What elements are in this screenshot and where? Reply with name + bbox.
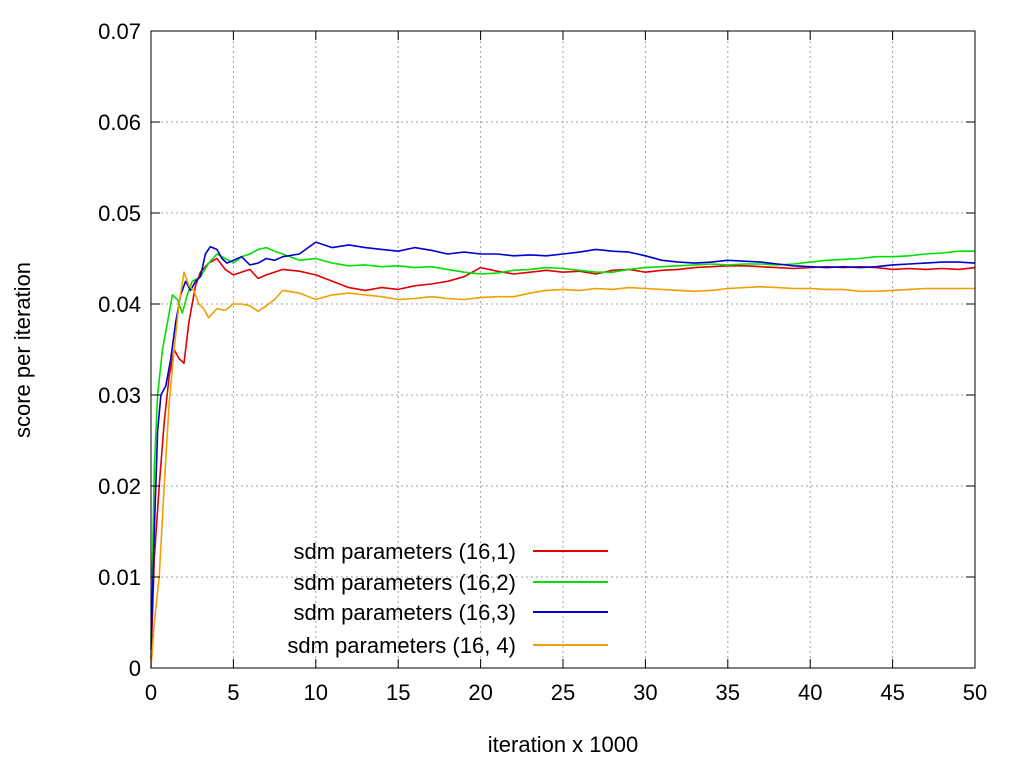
legend-label: sdm parameters (16, 4) xyxy=(287,633,516,658)
y-tick-label: 0.02 xyxy=(98,474,141,499)
y-tick-label: 0.04 xyxy=(98,292,141,317)
series-line-3 xyxy=(150,241,976,650)
x-tick-labels: 0 5 10 15 20 25 30 35 40 45 50 xyxy=(145,680,987,705)
legend-label: sdm parameters (16,1) xyxy=(293,539,516,564)
x-tick-label: 25 xyxy=(551,680,575,705)
x-tick-label: 30 xyxy=(633,680,657,705)
series-line-1 xyxy=(150,257,976,659)
y-tick-label: 0.06 xyxy=(98,110,141,135)
legend: sdm parameters (16,1) sdm parameters (16,… xyxy=(287,539,608,658)
y-tick-label: 0.03 xyxy=(98,383,141,408)
y-tick-label: 0 xyxy=(129,656,141,681)
series-line-4 xyxy=(150,271,975,669)
x-tick-label: 45 xyxy=(880,680,904,705)
x-tick-label: 0 xyxy=(145,680,157,705)
y-tick-labels: 0 0.01 0.02 0.03 0.04 0.05 0.06 0.07 xyxy=(98,19,141,681)
series-lines xyxy=(150,241,976,669)
y-tick-label: 0.01 xyxy=(98,565,141,590)
x-tick-label: 10 xyxy=(304,680,328,705)
legend-label: sdm parameters (16,3) xyxy=(293,600,516,625)
x-tick-label: 50 xyxy=(963,680,987,705)
x-tick-label: 5 xyxy=(227,680,239,705)
y-axis-title: score per iteration xyxy=(10,262,35,438)
series-line-2 xyxy=(150,246,975,641)
y-tick-label: 0.07 xyxy=(98,19,141,44)
x-axis-title: iteration x 1000 xyxy=(488,732,638,757)
legend-label: sdm parameters (16,2) xyxy=(293,570,516,595)
x-tick-label: 20 xyxy=(468,680,492,705)
x-tick-label: 40 xyxy=(798,680,822,705)
x-tick-label: 35 xyxy=(716,680,740,705)
grid xyxy=(151,31,975,668)
y-tick-label: 0.05 xyxy=(98,201,141,226)
axis-ticks xyxy=(150,30,976,669)
x-tick-label: 15 xyxy=(386,680,410,705)
